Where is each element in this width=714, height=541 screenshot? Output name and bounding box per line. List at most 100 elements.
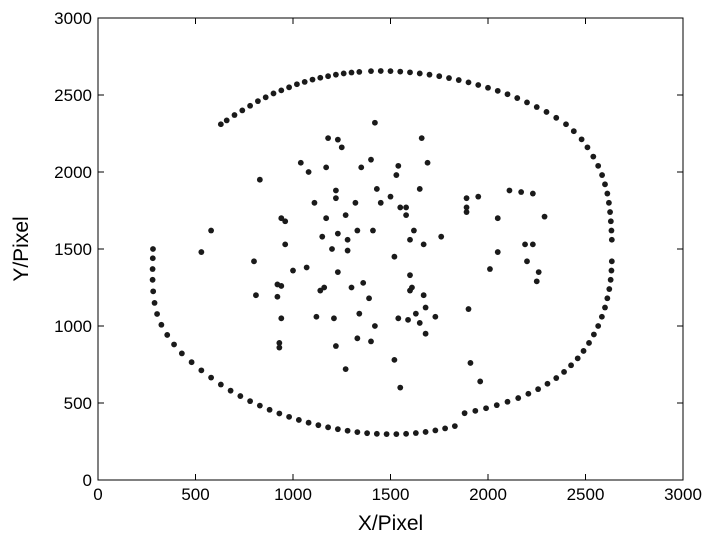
data-point [276, 410, 283, 417]
data-point [506, 187, 513, 194]
data-point [487, 266, 493, 272]
data-point [331, 315, 337, 322]
data-point [253, 292, 259, 299]
data-point [356, 69, 363, 75]
data-point [334, 230, 341, 237]
data-point [325, 424, 331, 431]
y-tick-label: 1500 [54, 240, 92, 259]
data-point [451, 423, 458, 429]
data-point [608, 267, 615, 274]
data-point [178, 350, 185, 357]
data-point [366, 295, 372, 302]
data-point [493, 402, 500, 409]
data-point [494, 87, 501, 94]
data-point [158, 321, 165, 328]
data-point [239, 107, 246, 114]
data-point [391, 356, 398, 363]
data-point [463, 195, 470, 202]
data-point [393, 172, 400, 178]
data-point [563, 121, 569, 128]
data-point [574, 355, 581, 362]
data-point [311, 199, 318, 206]
x-tick-label: 2000 [469, 485, 507, 504]
data-point [403, 204, 409, 211]
data-point [422, 330, 429, 337]
x-tick-label: 3000 [664, 485, 702, 504]
data-point [149, 276, 156, 283]
data-point [604, 190, 611, 197]
data-point [323, 215, 330, 222]
y-tick-label: 0 [83, 471, 92, 490]
data-point [150, 246, 156, 252]
data-point [397, 204, 404, 211]
data-point [149, 266, 156, 272]
data-point [395, 162, 402, 169]
y-tick-label: 2000 [54, 163, 92, 182]
data-point [266, 406, 273, 413]
data-point [395, 315, 402, 322]
data-point [317, 74, 324, 81]
data-point [541, 213, 548, 220]
data-point [391, 253, 398, 260]
data-point [164, 332, 171, 338]
data-point [465, 79, 472, 86]
data-point [455, 77, 462, 83]
data-point [535, 386, 542, 393]
data-point [426, 71, 433, 78]
data-point [397, 68, 404, 75]
data-point [578, 136, 585, 143]
data-point [368, 156, 374, 163]
data-point [403, 430, 409, 437]
data-point [150, 288, 157, 295]
data-point [568, 362, 574, 369]
data-point [377, 199, 384, 206]
data-point [475, 193, 482, 200]
data-point [407, 236, 413, 243]
data-point [198, 249, 205, 255]
x-tick-label: 2500 [567, 485, 605, 504]
data-point [595, 162, 602, 169]
data-point [416, 320, 423, 326]
data-point [472, 407, 479, 414]
data-point [247, 102, 254, 109]
data-point [494, 215, 501, 222]
data-point [237, 393, 244, 399]
data-point [334, 136, 341, 143]
data-point [383, 431, 390, 438]
data-point [352, 199, 359, 206]
data-point [333, 195, 339, 202]
x-tick-label: 500 [181, 485, 209, 504]
data-point [377, 68, 384, 74]
data-point [247, 398, 254, 405]
data-point [607, 276, 614, 283]
data-point [256, 402, 263, 409]
data-point [354, 429, 361, 436]
data-point [348, 69, 355, 76]
data-point [358, 164, 365, 171]
data-point [608, 236, 615, 243]
data-point [424, 159, 431, 166]
data-point [340, 70, 347, 77]
data-point [409, 284, 415, 291]
data-point [602, 181, 608, 188]
data-point [477, 378, 484, 385]
data-point [251, 258, 257, 265]
data-point [282, 241, 289, 248]
x-tick-label: 1000 [274, 485, 312, 504]
data-point [149, 255, 156, 262]
data-point [278, 87, 285, 94]
data-point [223, 117, 230, 124]
x-tick-label: 1500 [372, 485, 410, 504]
plot-area [97, 17, 684, 481]
data-point [432, 313, 439, 320]
data-point [504, 91, 511, 98]
data-point [606, 286, 613, 292]
data-point [416, 70, 423, 77]
data-point [356, 310, 363, 317]
data-point [422, 304, 429, 311]
data-point [297, 159, 304, 166]
data-point [411, 227, 417, 234]
data-point [305, 419, 312, 426]
data-point [372, 119, 378, 126]
data-point [333, 343, 339, 349]
